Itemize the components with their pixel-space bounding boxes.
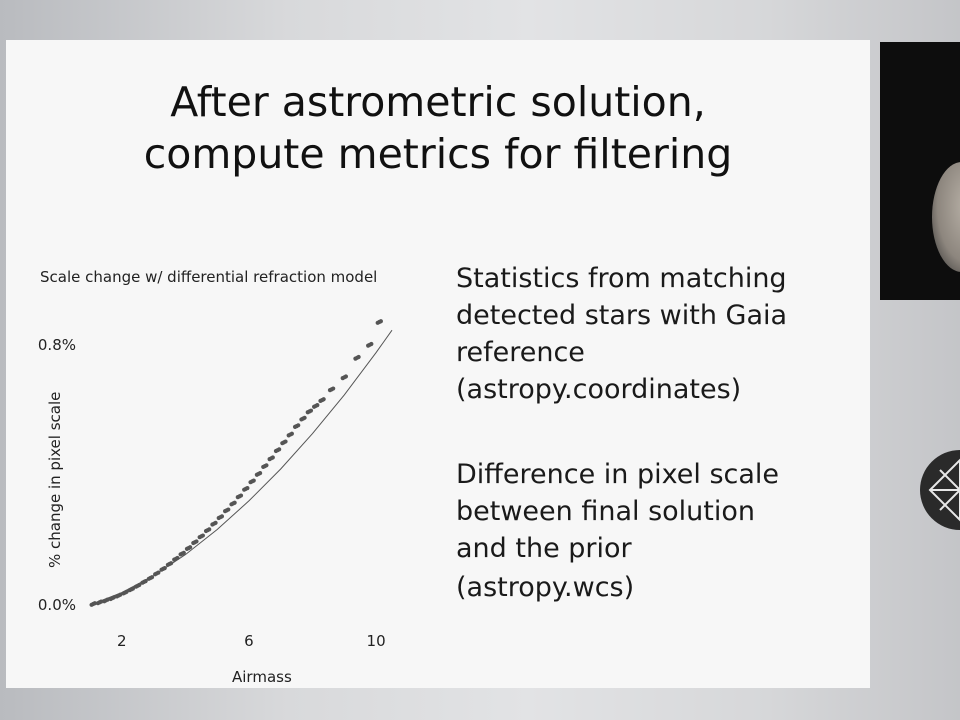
data-point <box>321 397 326 402</box>
data-point <box>181 550 186 555</box>
model-line-group <box>89 329 393 606</box>
data-point <box>257 471 263 476</box>
x-tick-label: 10 <box>367 632 386 650</box>
data-point <box>270 455 275 460</box>
logo-icon <box>920 440 960 550</box>
data-point <box>331 386 336 391</box>
data-point <box>302 415 307 420</box>
bullet-statistics: Statistics from matching detected stars … <box>456 263 788 405</box>
data-point <box>356 354 361 360</box>
presenter-silhouette <box>932 162 960 272</box>
data-point <box>213 520 218 525</box>
y-axis-label: % change in pixel scale <box>46 392 64 568</box>
data-point <box>308 408 314 413</box>
slide-title: After astrometric solution, compute metr… <box>143 78 733 178</box>
data-point <box>226 507 231 512</box>
y-tick-label: 0.0% <box>38 596 76 614</box>
data-point <box>232 500 237 505</box>
chart: Scale change w/ differential refraction … <box>38 268 393 686</box>
bullet-pixel-scale-sub: (astropy.wcs) <box>456 572 635 603</box>
data-point <box>283 439 288 444</box>
bullet-pixel-scale: Difference in pixel scale between final … <box>456 459 780 564</box>
x-axis-label: Airmass <box>232 668 292 686</box>
data-point <box>200 533 205 538</box>
data-point <box>238 493 244 498</box>
presenter-video <box>880 42 960 300</box>
data-point <box>289 431 294 436</box>
data-point <box>296 423 301 428</box>
data-point <box>219 514 225 519</box>
data-point <box>251 478 256 483</box>
data-point <box>264 463 269 468</box>
y-ticks: 0.0% 0.8% <box>38 336 76 614</box>
data-point <box>245 485 250 491</box>
data-point <box>277 447 282 452</box>
y-tick-label: 0.8% <box>38 336 76 354</box>
data-point <box>194 539 199 544</box>
x-ticks: 2 6 10 <box>117 632 386 650</box>
data-point <box>369 341 374 347</box>
data-point <box>207 527 212 532</box>
slide: After astrometric solution, compute metr… <box>6 40 870 688</box>
data-point <box>343 374 349 379</box>
data-points <box>89 319 383 607</box>
data-point <box>378 319 383 324</box>
data-point <box>315 403 320 408</box>
data-point <box>188 545 193 550</box>
x-tick-label: 6 <box>244 632 254 650</box>
x-tick-label: 2 <box>117 632 127 650</box>
chart-title: Scale change w/ differential refraction … <box>40 268 377 286</box>
model-line <box>89 329 393 606</box>
